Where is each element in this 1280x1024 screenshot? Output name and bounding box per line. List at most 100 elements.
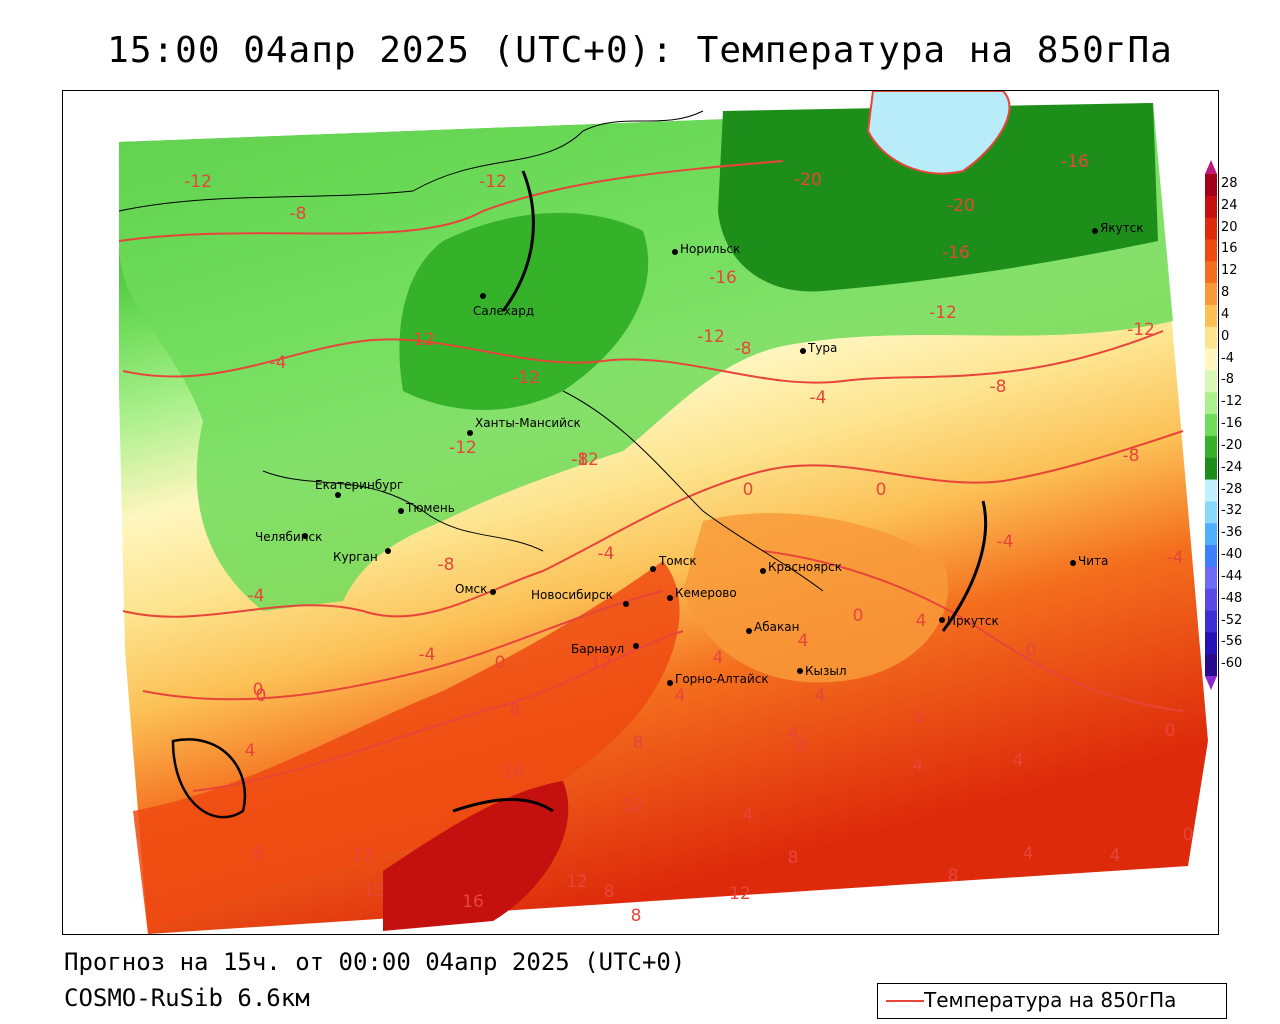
svg-text:Екатеринбург: Екатеринбург: [315, 478, 403, 492]
colorbar-tick-label: 16: [1221, 241, 1238, 257]
iso-label: -4: [997, 532, 1014, 552]
hot-zone-south: [383, 781, 569, 931]
iso-label: 0: [743, 480, 754, 500]
city-gorno-altaysk: Горно-Алтайск: [667, 672, 769, 686]
svg-text:Ханты-Мансийск: Ханты-Мансийск: [475, 416, 581, 430]
iso-label: 8: [633, 733, 644, 753]
iso-label: -12: [929, 303, 957, 323]
legend: Температура на 850гПа: [877, 983, 1227, 1019]
iso-label: -4: [419, 645, 436, 665]
iso-label: -20: [947, 196, 975, 216]
colorbar-tick-label: 0: [1221, 328, 1230, 344]
colorbar-swatch: [1205, 283, 1217, 306]
iso-label: 0: [853, 606, 864, 626]
iso-label: -8: [438, 555, 455, 575]
iso-label: -12: [449, 438, 477, 458]
iso-label: -8: [1123, 446, 1140, 466]
iso-label: 8: [604, 882, 615, 902]
iso-label: 4: [913, 709, 924, 729]
iso-label: -8: [572, 450, 589, 470]
city-tyumen: Тюмень: [398, 501, 455, 515]
colorbar-tick-label: -40: [1221, 547, 1243, 563]
iso-label: -8: [990, 377, 1007, 397]
colorbar-swatch: [1205, 610, 1217, 633]
svg-text:Норильск: Норильск: [680, 242, 740, 256]
colorbar-tick-label: -12: [1221, 394, 1243, 410]
svg-text:Красноярск: Красноярск: [768, 560, 842, 574]
iso-label: 8: [788, 848, 799, 868]
iso-label: 4: [798, 631, 809, 651]
colorbar-swatch: [1205, 501, 1217, 524]
colorbar-swatch: [1205, 261, 1217, 284]
iso-label: 12: [590, 654, 612, 674]
iso-label: 8: [796, 736, 807, 756]
map-title: 15:00 04апр 2025 (UTC+0): Температура на…: [107, 30, 1173, 71]
iso-label: 4: [788, 724, 799, 744]
iso-label: 0: [256, 686, 267, 706]
colorbar-swatch: [1205, 195, 1217, 219]
map-svg: Норильск Якутск Салехард Тура Ханты-Манс…: [118, 91, 1208, 934]
model-info: COSMO-RuSib 6.6км: [64, 984, 310, 1012]
cold-zone-center: [399, 212, 649, 410]
colorbar-swatch: [1205, 174, 1217, 197]
colorbar-tick-label: -20: [1221, 437, 1243, 453]
iso-label: 4: [743, 805, 754, 825]
colorbar-swatch: [1205, 435, 1217, 459]
iso-label: 8: [510, 700, 521, 720]
iso-label: 16: [462, 892, 484, 912]
colorbar-tick-label: -52: [1221, 612, 1243, 628]
svg-text:Томск: Томск: [658, 554, 697, 568]
iso-label: 4: [916, 611, 927, 631]
iso-label: 4: [913, 756, 924, 776]
colorbar-tick-label: 28: [1221, 176, 1238, 191]
iso-label: 4: [1023, 844, 1034, 864]
svg-text:Тюмень: Тюмень: [405, 501, 455, 515]
iso-label: 4: [1110, 846, 1121, 866]
svg-text:Курган: Курган: [333, 550, 378, 564]
colorbar-tick-label: -8: [1221, 372, 1234, 388]
colorbar: [1205, 160, 1217, 690]
warm-zone-south: [133, 561, 680, 934]
city-norilsk: Норильск: [672, 242, 740, 256]
colorbar-tick-label: 12: [1221, 263, 1238, 279]
colorbar-tick-label: 20: [1221, 219, 1238, 235]
colorbar-tick-label: -16: [1221, 416, 1243, 432]
iso-label: -8: [290, 204, 307, 224]
svg-text:Кемерово: Кемерово: [675, 586, 737, 600]
iso-label: -12: [184, 172, 212, 192]
iso-label: 0: [253, 680, 264, 700]
iso-label: 12: [729, 884, 751, 904]
city-tura: Тура: [800, 341, 837, 355]
iso-label: 12: [622, 796, 644, 816]
city-kyzyl: Кызыл: [797, 664, 847, 678]
isoline-labels: -12 -12 -8 -12 -20 -20 -16 -16 -16 -12 -…: [184, 152, 1193, 926]
iso-label: -4: [810, 388, 827, 408]
colorbar-tick-label: 4: [1221, 306, 1230, 322]
isotherm-lines: [118, 160, 1184, 792]
city-kemerovo: Кемерово: [667, 586, 737, 601]
temperature-map: Норильск Якутск Салехард Тура Ханты-Манс…: [62, 90, 1219, 935]
legend-line-swatch: [886, 1000, 924, 1002]
colorbar-tick-label: -44: [1221, 568, 1243, 584]
forecast-info: Прогноз на 15ч. от 00:00 04апр 2025 (UTC…: [64, 948, 686, 976]
colorbar-swatch: [1205, 239, 1217, 262]
iso-label: 12: [352, 846, 374, 866]
warm-zone-mountains: [683, 513, 949, 683]
iso-label: 0: [1165, 721, 1176, 741]
city-kurgan: Курган: [333, 548, 391, 564]
svg-text:Новосибирск: Новосибирск: [531, 588, 613, 602]
iso-label: -12: [571, 450, 599, 470]
city-ekaterinburg: Екатеринбург: [315, 478, 403, 498]
svg-text:Салехард: Салехард: [473, 304, 534, 318]
svg-text:Иркутск: Иркутск: [947, 614, 999, 628]
city-salekhard: Салехард: [473, 293, 534, 318]
iso-label: 8: [948, 866, 959, 886]
iso-label: -16: [709, 268, 737, 288]
city-abakan: Абакан: [746, 620, 799, 634]
colorbar-swatch: [1205, 348, 1217, 371]
city-irkutsk: Иркутск: [939, 614, 999, 628]
colorbar-swatch: [1205, 654, 1217, 677]
iso-label: 0: [876, 480, 887, 500]
colorbar-swatch: [1205, 457, 1217, 481]
iso-label: 4: [1013, 751, 1024, 771]
